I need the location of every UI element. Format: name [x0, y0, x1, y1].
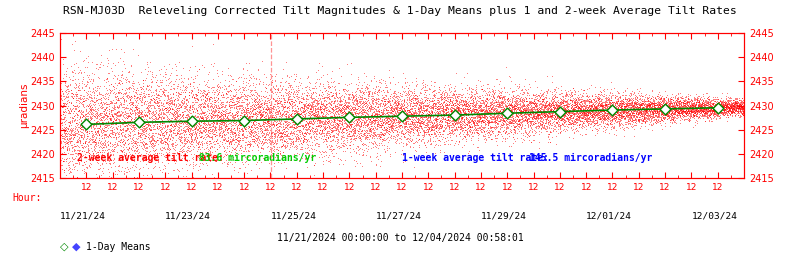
Text: 11/27/24: 11/27/24: [376, 211, 422, 220]
Point: [133, 120, 146, 124]
Point: [290, 117, 303, 121]
Text: 1-Day Means: 1-Day Means: [86, 242, 151, 252]
Text: 11/29/24: 11/29/24: [481, 211, 527, 220]
Point: [711, 106, 724, 110]
Text: ◆: ◆: [72, 242, 81, 252]
Text: 1-week average tilt rate:: 1-week average tilt rate:: [402, 153, 561, 164]
Point: [501, 111, 514, 115]
Point: [80, 122, 93, 126]
Point: [658, 107, 671, 111]
Text: Hour:: Hour:: [12, 193, 42, 203]
Text: 11/21/2024 00:00:00 to 12/04/2024 00:58:01: 11/21/2024 00:00:00 to 12/04/2024 00:58:…: [277, 233, 523, 243]
Point: [448, 113, 461, 117]
Point: [396, 114, 409, 118]
Point: [606, 108, 619, 112]
Point: [606, 108, 619, 112]
Point: [185, 119, 198, 123]
Point: [80, 122, 93, 126]
Point: [658, 107, 671, 111]
Text: RSN-MJ03D  Releveling Corrected Tilt Magnitudes & 1-Day Means plus 1 and 2-week : RSN-MJ03D Releveling Corrected Tilt Magn…: [63, 6, 737, 16]
Point: [396, 114, 409, 118]
Text: 12/01/24: 12/01/24: [586, 211, 632, 220]
Point: [238, 119, 250, 123]
Point: [238, 119, 250, 123]
Text: 11/25/24: 11/25/24: [270, 211, 317, 220]
Text: 11/21/24: 11/21/24: [60, 211, 106, 220]
Y-axis label: μradians: μradians: [19, 83, 29, 128]
Text: 12/03/24: 12/03/24: [691, 211, 738, 220]
Point: [554, 110, 566, 114]
Point: [290, 117, 303, 121]
Point: [554, 110, 566, 114]
Point: [501, 111, 514, 115]
Point: [448, 113, 461, 117]
Text: 83.6 mircoradians/yr: 83.6 mircoradians/yr: [186, 153, 316, 164]
Point: [343, 115, 356, 119]
Point: [343, 115, 356, 119]
Text: 145.5 mircoradians/yr: 145.5 mircoradians/yr: [529, 153, 652, 164]
Text: 11/23/24: 11/23/24: [166, 211, 211, 220]
Text: ◇: ◇: [60, 242, 69, 252]
Point: [711, 106, 724, 110]
Text: 2-week average tilt rate:: 2-week average tilt rate:: [77, 153, 224, 164]
Point: [185, 119, 198, 123]
Point: [133, 120, 146, 124]
